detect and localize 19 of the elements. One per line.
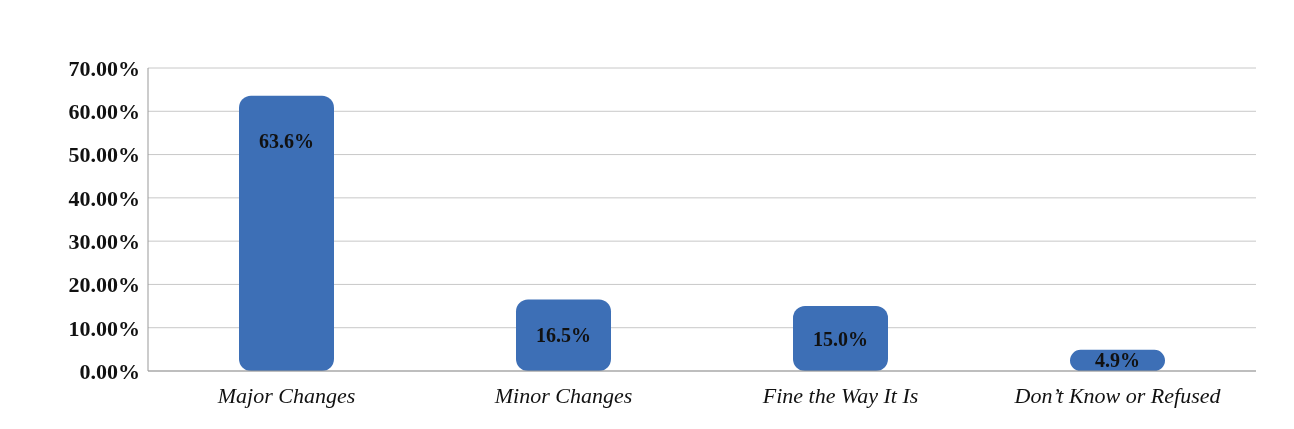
data-label: 63.6% [259,129,314,152]
bar [793,306,888,371]
y-tick-label: 0.00% [79,358,140,384]
y-tick-label: 40.00% [68,185,140,211]
y-tick-label: 60.00% [68,99,140,125]
data-label: 16.5% [536,324,591,347]
y-tick-label: 10.00% [68,315,140,341]
y-tick-label: 50.00% [68,142,140,168]
x-tick-label: Minor Changes [493,382,633,408]
y-tick-label: 30.00% [68,228,140,254]
y-tick-label: 20.00% [68,272,140,298]
bar [239,95,334,371]
y-tick-label: 70.00% [68,55,140,81]
bar [516,299,611,371]
data-label: 4.9% [1095,349,1140,372]
x-tick-label: Major Changes [216,382,356,408]
x-tick-label: Don’t Know or Refused [1013,382,1222,408]
data-label: 15.0% [813,327,868,350]
x-tick-label: Fine the Way It Is [761,382,919,408]
